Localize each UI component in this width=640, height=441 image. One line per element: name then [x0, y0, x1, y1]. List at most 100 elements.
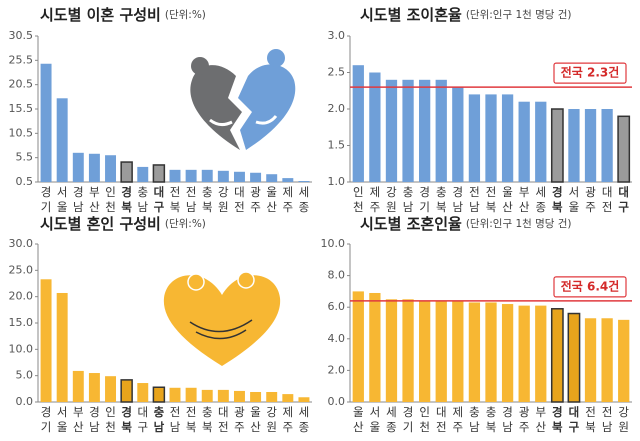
y-tick-label: 25.5 [9, 53, 34, 66]
bar [282, 178, 294, 182]
chart-title: 시도별 조혼인율 (단위:인구 1천 명당 건) [360, 215, 572, 233]
bar [468, 94, 481, 182]
divorce-illustration [190, 49, 296, 150]
bar [369, 72, 381, 182]
bar [419, 79, 431, 182]
bar [169, 387, 181, 402]
reference-box [553, 276, 627, 298]
bar [88, 153, 100, 182]
bar [282, 394, 294, 402]
bar [56, 292, 68, 402]
y-tick-label: 10.0 [321, 237, 346, 250]
bar [402, 79, 414, 182]
bar [501, 304, 514, 402]
bar [601, 109, 613, 182]
reference-box [553, 62, 627, 84]
bar [152, 164, 166, 183]
bar [137, 383, 149, 402]
bar [567, 312, 581, 403]
bar [485, 302, 497, 402]
bar [352, 65, 364, 182]
y-tick-label: 20.5 [9, 78, 34, 91]
y-tick-label: 2.0 [328, 102, 346, 115]
bar [88, 373, 100, 402]
y-tick-label: 10.0 [9, 342, 34, 355]
bar [201, 389, 213, 402]
bar [485, 94, 497, 182]
y-tick-label: 15.0 [9, 316, 34, 329]
bar [584, 318, 597, 402]
bar [385, 299, 398, 402]
bar [535, 305, 547, 402]
bar [435, 300, 447, 402]
bar [217, 170, 229, 182]
bar [56, 98, 68, 182]
y-tick-label: 0.5 [16, 175, 34, 188]
bar [618, 319, 630, 402]
bar [435, 79, 447, 182]
bar [233, 390, 245, 402]
bar [452, 300, 464, 402]
title-text: 시도별 혼인 구성비 [40, 215, 161, 233]
y-tick-label: 5.0 [16, 369, 34, 382]
marriage-illustration [163, 271, 281, 366]
bar [40, 279, 52, 402]
bar [385, 79, 398, 182]
bar [617, 115, 631, 183]
y-tick-label: 3.0 [328, 29, 346, 42]
chart-title: 시도별 조이혼율 (단위:인구 1천 명당 건) [360, 6, 572, 24]
unit-text: (단위:인구 1천 명당 건) [466, 217, 572, 230]
bar [250, 172, 262, 182]
y-tick-label: 8.0 [328, 269, 346, 282]
bar [250, 391, 262, 402]
y-tick-label: 2.0 [328, 363, 346, 376]
bar [120, 161, 133, 183]
bar [217, 389, 229, 402]
bar [584, 109, 597, 182]
title-text: 시도별 이혼 구성비 [40, 6, 161, 24]
bar [120, 379, 133, 403]
y-tick-label: 6.0 [328, 300, 346, 313]
y-tick-label: 1.0 [328, 175, 346, 188]
bar [185, 387, 197, 402]
y-tick-label: 2.5 [328, 66, 346, 79]
bar [402, 299, 414, 402]
chart-title: 시도별 혼인 구성비 (단위:%) [40, 215, 206, 233]
y-tick-label: 10.5 [9, 126, 34, 139]
